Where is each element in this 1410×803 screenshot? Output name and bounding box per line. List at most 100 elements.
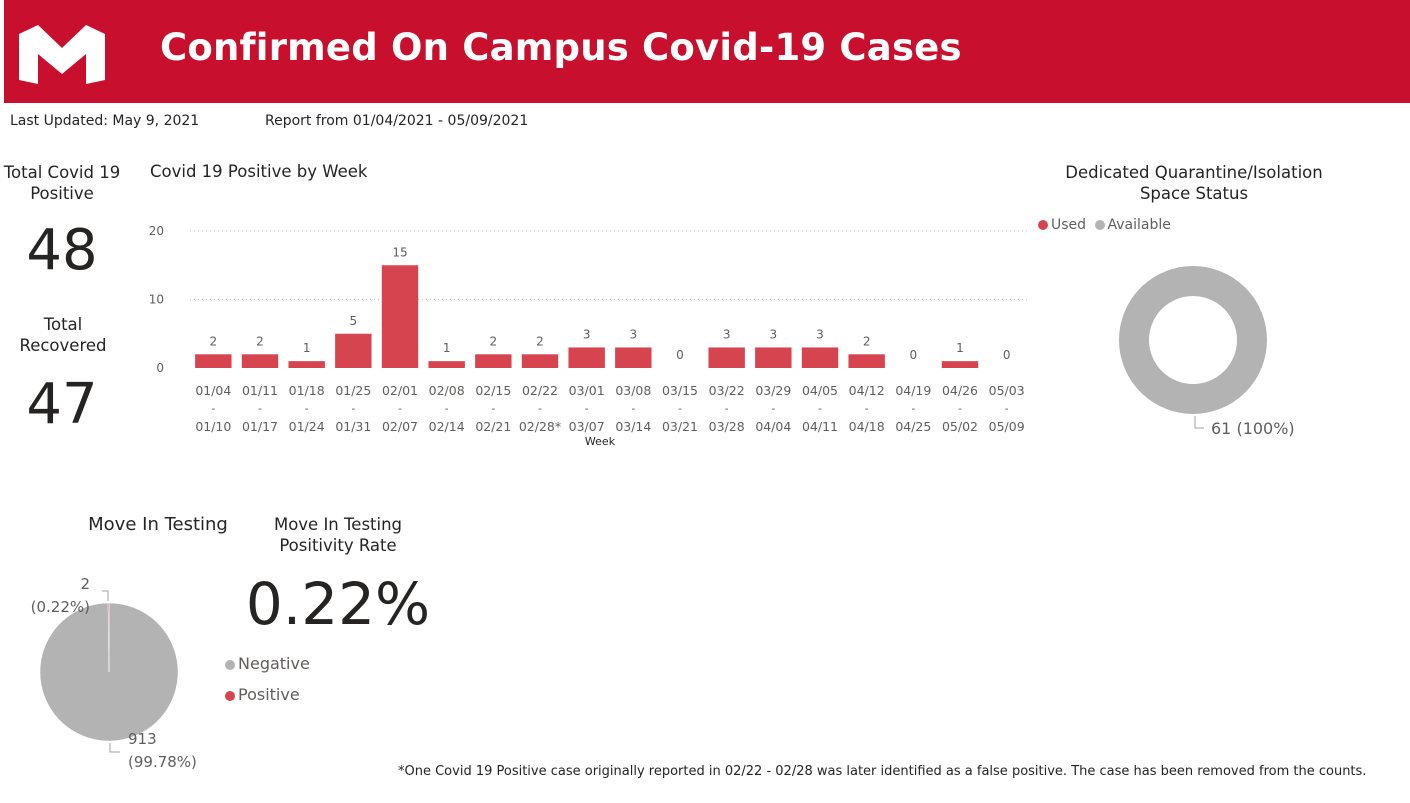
legend-item-positive[interactable]: Positive: [225, 679, 310, 710]
x-tick-label: 05/02: [942, 419, 978, 434]
x-tick-label: 04/11: [802, 419, 838, 434]
x-tick-separator: -: [678, 402, 682, 415]
legend-label-used: Used: [1051, 217, 1087, 233]
x-tick-label: 02/22: [522, 383, 558, 398]
header-banner: Confirmed On Campus Covid-19 Cases: [4, 0, 1410, 103]
x-tick-label: 04/12: [849, 383, 885, 398]
move-in-legend: Negative Positive: [225, 648, 310, 710]
x-tick-label: 03/29: [755, 383, 791, 398]
slice-label-negative-value: 913: [128, 730, 157, 748]
x-tick-separator: -: [351, 402, 355, 415]
x-tick-label: 01/17: [242, 419, 278, 434]
bar: [288, 361, 325, 368]
x-tick-label: 02/21: [475, 419, 511, 434]
x-tick-label: 04/05: [802, 383, 838, 398]
bar: [708, 347, 745, 368]
x-tick-separator: -: [211, 402, 215, 415]
quarantine-donut-chart: 61 (100%): [1119, 266, 1295, 438]
x-tick-label: 04/25: [895, 419, 931, 434]
x-tick-separator: -: [865, 402, 869, 415]
bar: [241, 354, 279, 368]
x-tick-label: 02/07: [382, 419, 418, 434]
bar: [941, 361, 979, 368]
data-label: 1: [303, 341, 311, 355]
total-positive-value: 48: [26, 218, 98, 283]
slice-label-leader: [109, 743, 120, 753]
total-recovered-value: 47: [26, 372, 98, 437]
x-tick-label: 01/25: [335, 383, 371, 398]
weekly-bar-chart: 01020201/04-01/10201/11-01/17101/18-01/2…: [149, 224, 1030, 448]
positivity-value: 0.22%: [245, 570, 431, 638]
x-tick-separator: -: [398, 402, 402, 415]
x-tick-label: 04/04: [755, 419, 791, 434]
x-tick-label: 01/31: [335, 419, 371, 434]
x-tick-separator: -: [538, 402, 542, 415]
slice-label-positive-pct: (0.22%): [31, 598, 90, 616]
x-tick-label: 03/15: [662, 383, 698, 398]
bar: [475, 354, 512, 368]
bar: [801, 347, 839, 368]
x-tick-label: 01/11: [242, 383, 278, 398]
bar: [381, 265, 419, 368]
legend-label-available: Available: [1107, 217, 1171, 233]
total-positive-label: Total Covid 19 Positive: [3, 163, 121, 203]
x-tick-separator: -: [445, 402, 449, 415]
data-label: 1: [956, 341, 964, 355]
quarantine-legend: Used Available: [1038, 217, 1171, 233]
footnote: *One Covid 19 Positive case originally r…: [398, 764, 1367, 779]
data-label: 0: [1003, 348, 1011, 362]
slice-label-positive-value: 2: [80, 575, 90, 593]
legend-marker-negative: [225, 659, 235, 670]
y-tick-label: 10: [149, 293, 164, 307]
x-tick-separator: -: [631, 402, 635, 415]
data-label: 0: [910, 348, 918, 362]
bar: [848, 354, 885, 368]
x-tick-label: 03/22: [709, 383, 745, 398]
total-recovered-label: Total Recovered: [19, 315, 107, 355]
move-in-chart-title: Move In Testing: [88, 514, 228, 535]
x-tick-separator: -: [725, 402, 729, 415]
data-label: 2: [863, 334, 871, 348]
quarantine-chart-title: Dedicated Quarantine/Isolation Space Sta…: [1065, 163, 1323, 203]
x-tick-separator: -: [818, 402, 822, 415]
x-tick-label: 01/18: [289, 383, 325, 398]
x-tick-label: 05/09: [989, 419, 1025, 434]
page-title: Confirmed On Campus Covid-19 Cases: [160, 26, 962, 69]
report-range-text: Report from 01/04/2021 - 05/09/2021: [265, 113, 529, 129]
x-tick-separator: -: [305, 402, 309, 415]
x-tick-label: 03/14: [615, 419, 651, 434]
x-tick-label: 01/24: [289, 419, 325, 434]
legend-item-available[interactable]: Available: [1094, 217, 1171, 233]
x-tick-separator: -: [585, 402, 589, 415]
last-updated-text: Last Updated: May 9, 2021: [10, 113, 200, 129]
bar: [755, 347, 792, 368]
donut-slice-available: [1119, 266, 1267, 414]
data-label: 3: [816, 327, 824, 341]
x-tick-label: 03/07: [569, 419, 605, 434]
x-tick-separator: -: [958, 402, 962, 415]
x-tick-label: 04/18: [849, 419, 885, 434]
x-tick-separator: -: [491, 402, 495, 415]
bar: [521, 354, 559, 368]
slice-label-negative-pct: (99.78%): [128, 753, 197, 771]
data-label: 5: [350, 314, 358, 328]
x-tick-separator: -: [911, 402, 915, 415]
x-tick-label: 04/19: [895, 383, 931, 398]
pie-slice-positive: [107, 602, 110, 673]
data-label: 2: [210, 334, 218, 348]
y-tick-label: 0: [156, 361, 164, 375]
legend-item-used[interactable]: Used: [1038, 217, 1086, 233]
x-tick-separator: -: [1005, 402, 1009, 415]
legend-item-negative[interactable]: Negative: [225, 648, 310, 679]
data-label: 3: [583, 327, 591, 341]
x-tick-label: 03/01: [569, 383, 605, 398]
legend-label-positive: Positive: [238, 685, 300, 704]
data-label: 2: [256, 334, 264, 348]
x-tick-separator: -: [771, 402, 775, 415]
data-label: 0: [676, 348, 684, 362]
x-tick-label: 05/03: [989, 383, 1025, 398]
positivity-label: Move In Testing Positivity Rate: [273, 515, 403, 555]
university-logo: [19, 25, 105, 84]
legend-marker-available: [1094, 220, 1105, 230]
x-tick-label: 01/04: [195, 383, 231, 398]
